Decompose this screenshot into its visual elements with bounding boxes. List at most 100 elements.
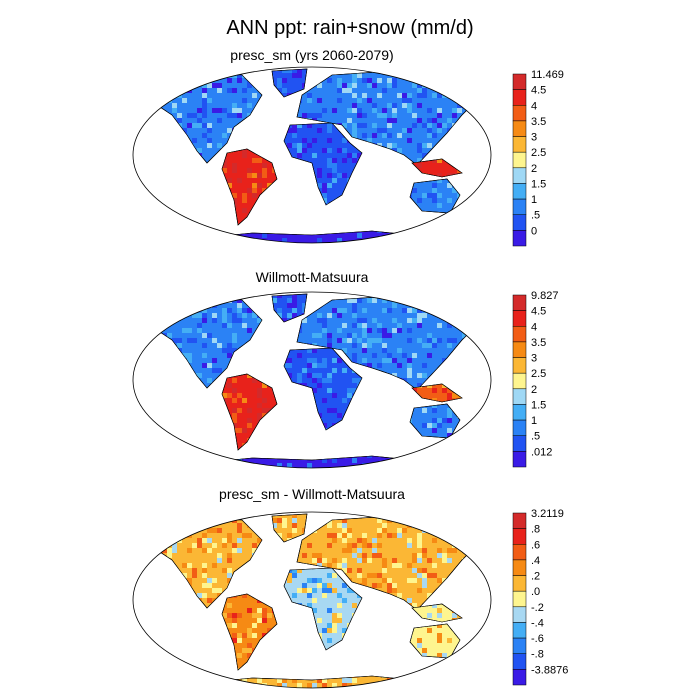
panel-diff: presc_sm - Willmott-Matsuura 3.2119 .8 .6.…: [132, 486, 568, 689]
colorbar-tick-label: 3.2119: [531, 508, 564, 520]
colorbar-tick-label: 1.5: [531, 399, 546, 411]
colorbar-swatch: [512, 622, 527, 639]
map-land-layer: [146, 513, 483, 688]
colorbar-tick-label: 2.5: [531, 147, 546, 159]
colorbar-tick-label: 1.5: [531, 178, 546, 190]
map-border: [132, 66, 492, 244]
colorbar-swatch: [512, 294, 527, 311]
colorbar-swatch: [512, 419, 527, 436]
colorbar-swatch: [512, 575, 527, 592]
colorbar-swatch: [512, 559, 527, 576]
colorbar-swatch: [512, 183, 527, 200]
colorbar-swatch: [512, 151, 527, 169]
colorbar-tick-label: 4.5: [531, 306, 546, 318]
colorbar-tick-label: 9.827: [531, 290, 559, 302]
colorbar-tick-label: .2: [531, 571, 540, 583]
coastline-greenland: [271, 68, 308, 98]
colorbar-swatch: [512, 73, 527, 90]
colorbar-tick-label: 1: [531, 194, 537, 206]
colorbar-swatch: [512, 512, 527, 529]
colorbar-swatch: [512, 637, 527, 654]
colorbar-swatch: [512, 451, 527, 468]
coastline-eurasia: [296, 295, 483, 391]
coastline-samerica: [221, 593, 278, 671]
colorbar-swatch: [512, 310, 527, 327]
colorbar-swatch: [512, 198, 527, 215]
colorbar-swatch: [512, 214, 527, 231]
colorbar-swatch: [512, 528, 527, 545]
colorbar-swatch: [512, 669, 527, 686]
panel-title: presc_sm - Willmott-Matsuura: [219, 486, 405, 502]
colorbar-tick-label: 0: [531, 225, 537, 237]
colorbar-tick-label: -3.8876: [531, 664, 568, 676]
colorbar-swatch: [512, 326, 527, 343]
panel-title: presc_sm (yrs 2060-2079): [230, 47, 393, 63]
colorbar-tick-label: .5: [531, 210, 540, 222]
colorbar-swatch: [512, 120, 527, 137]
coastline-namerica: [146, 517, 263, 609]
coastline-namerica: [146, 72, 263, 164]
colorbar-tick-label: .012: [531, 446, 552, 458]
panel-obs: Willmott-Matsuura 9.8274.543.532.521.51.…: [132, 269, 559, 469]
colorbar-tick-label: -.6: [531, 633, 544, 645]
colorbar-tick-label: 3: [531, 132, 537, 144]
colorbar-swatch: [512, 404, 527, 421]
colorbar-tick-label: -.2: [531, 602, 544, 614]
coastline-africa: [283, 567, 363, 651]
panel-title: Willmott-Matsuura: [256, 269, 369, 285]
colorbar-swatch: [512, 167, 527, 184]
colorbar-tick-label: 3.5: [531, 116, 546, 128]
colorbar-tick-label: -.4: [531, 617, 544, 629]
colorbar-tick-label: .6: [531, 539, 540, 551]
colorbar-tick-label: .8: [531, 524, 540, 536]
coastline-greenland: [271, 513, 308, 543]
colorbar-tick-label: .4: [531, 555, 540, 567]
colorbar-swatch: [512, 136, 527, 153]
colorbar-swatch: [512, 357, 527, 374]
colorbar-tick-label: 2.5: [531, 368, 546, 380]
colorbar-swatch: [512, 653, 527, 670]
colorbar-tick-label: 4: [531, 321, 537, 333]
colorbar-swatch: [512, 230, 527, 247]
coastline-africa: [283, 122, 363, 206]
colorbar-tick-label: -.8: [531, 649, 544, 661]
map-border: [132, 291, 492, 469]
colorbar-tick-label: 3.5: [531, 337, 546, 349]
colorbar-tick-label: 11.469: [531, 69, 564, 81]
coastline-samerica: [221, 373, 278, 451]
colorbar-swatch: [512, 590, 527, 608]
colorbar: 3.2119 .8 .6 .4 .2 .0 -.2 -.4 -.6 -.8 -3.8876: [512, 508, 568, 686]
coastline-africa: [283, 347, 363, 431]
coastline-seasia: [411, 158, 463, 178]
colorbar-tick-label: 2: [531, 163, 537, 175]
figure-title: ANN ppt: rain+snow (mm/d): [226, 17, 473, 39]
colorbar-tick-label: .5: [531, 431, 540, 443]
colorbar-swatch: [512, 544, 527, 561]
colorbar-tick-label: .0: [531, 586, 540, 598]
colorbar-swatch: [512, 435, 527, 452]
coastline-eurasia: [296, 70, 483, 166]
colorbar-tick-label: 4: [531, 100, 537, 112]
map-land-layer: [146, 68, 483, 243]
panel-model: presc_sm (yrs 2060-2079) 11.469 4.5 4 3.5 3 2…: [132, 47, 564, 247]
colorbar-swatch: [512, 89, 527, 106]
colorbar-tick-label: 2: [531, 384, 537, 396]
coastline-eurasia: [296, 515, 483, 611]
colorbar-swatch: [512, 606, 527, 623]
colorbar-tick-label: 1: [531, 415, 537, 427]
coastline-seasia: [411, 383, 463, 403]
map-land-layer: [146, 293, 483, 468]
colorbar-tick-label: 4.5: [531, 85, 546, 97]
coastline-greenland: [271, 293, 308, 323]
colorbar-tick-label: 3: [531, 353, 537, 365]
coastline-samerica: [221, 148, 278, 226]
colorbar-swatch: [512, 341, 527, 358]
coastline-namerica: [146, 297, 263, 389]
colorbar-swatch: [512, 105, 527, 122]
map-border: [132, 511, 492, 689]
colorbar-swatch: [512, 388, 527, 405]
colorbar-swatch: [512, 372, 527, 390]
coastline-seasia: [411, 603, 463, 623]
